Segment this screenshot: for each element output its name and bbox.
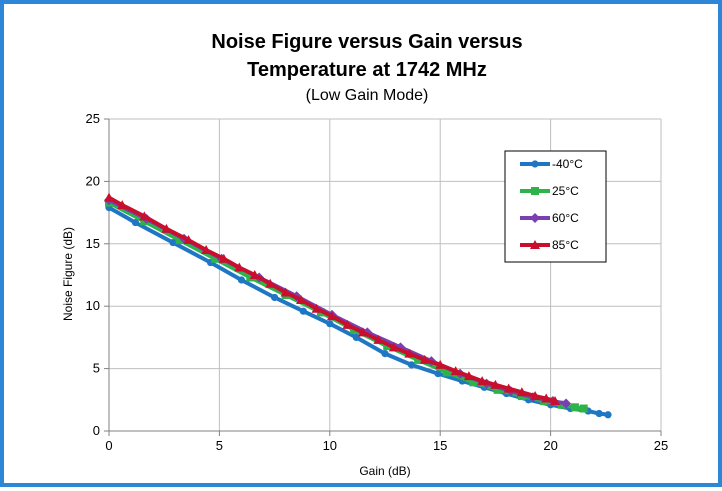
data-point (493, 385, 502, 394)
x-tick-label: 0 (105, 438, 112, 453)
data-point (246, 273, 255, 282)
data-point (434, 369, 442, 378)
data-point (237, 276, 246, 284)
tick-labels: 0 5 10 15 20 25 0 5 10 15 20 25 (86, 111, 669, 453)
y-axis-label: Noise Figure (dB) (61, 227, 75, 321)
legend: -40°C 25°C 60°C 85°C (504, 150, 607, 263)
data-point (388, 342, 399, 352)
y-tick-label: 20 (86, 173, 100, 188)
legend-marker (530, 240, 540, 249)
data-point (469, 378, 478, 387)
data-point (557, 400, 566, 409)
x-tick-label: 5 (216, 438, 223, 453)
noise-figure-chart: Noise Figure versus Gain versus Temperat… (61, 31, 669, 478)
y-tick-label: 0 (93, 423, 100, 438)
series-lines (104, 192, 612, 419)
data-point (357, 327, 368, 337)
legend-label: 60°C (552, 211, 579, 225)
data-point (414, 355, 423, 364)
data-point (550, 396, 561, 406)
data-point (595, 409, 603, 418)
data-point (311, 303, 322, 313)
data-point (570, 403, 579, 412)
legend-marker (531, 187, 539, 195)
chart-title-line-2: Temperature at 1742 MHz (247, 59, 487, 81)
y-tick-label: 15 (86, 236, 100, 251)
series-3 (104, 192, 561, 406)
y-tick-label: 25 (86, 111, 100, 126)
data-point (463, 371, 474, 381)
series-2 (104, 195, 572, 409)
x-tick-label: 25 (654, 438, 668, 453)
data-point (435, 359, 446, 369)
data-point (604, 411, 612, 419)
legend-marker (530, 213, 540, 223)
data-point (201, 245, 212, 255)
data-point (404, 348, 415, 358)
data-point (419, 354, 430, 364)
data-point (249, 270, 260, 279)
data-point (234, 262, 245, 272)
data-point (407, 361, 416, 369)
chart-title-line-1: Noise Figure versus Gain versus (211, 31, 522, 53)
legend-label: 85°C (552, 238, 579, 252)
data-point (218, 253, 229, 263)
x-tick-label: 10 (323, 438, 337, 453)
y-tick-label: 5 (93, 361, 100, 376)
data-point (117, 200, 128, 210)
legend-marker (531, 160, 539, 168)
legend-label: 25°C (552, 184, 579, 198)
data-point (327, 311, 338, 321)
data-point (442, 368, 451, 377)
y-tick-label: 10 (86, 298, 100, 313)
data-point (299, 307, 307, 315)
data-point (352, 333, 360, 341)
x-axis-label: Gain (dB) (359, 464, 410, 478)
data-point (169, 238, 177, 247)
data-point (326, 320, 334, 328)
data-point (175, 236, 184, 245)
data-point (265, 278, 276, 288)
x-tick-label: 15 (433, 438, 447, 453)
data-point (381, 350, 389, 358)
data-point (131, 218, 140, 227)
x-tick-label: 20 (543, 438, 557, 453)
series-line (107, 195, 558, 404)
gridlines (109, 118, 662, 431)
data-point (183, 235, 194, 245)
data-point (450, 366, 461, 376)
data-point (503, 383, 514, 393)
data-point (373, 334, 384, 344)
data-point (271, 293, 279, 302)
data-point (561, 398, 572, 409)
chart-subtitle: (Low Gain Mode) (306, 87, 429, 104)
data-point (516, 387, 527, 397)
data-point (579, 404, 588, 413)
axes (104, 118, 662, 436)
data-point (541, 393, 552, 403)
data-point (296, 294, 307, 304)
data-point (477, 376, 488, 386)
data-point (139, 211, 150, 221)
data-point (161, 223, 172, 233)
legend-label: -40°C (552, 157, 583, 171)
data-point (342, 319, 353, 329)
data-point (210, 254, 219, 263)
data-point (104, 192, 114, 202)
data-point (280, 287, 291, 297)
data-point (530, 391, 541, 401)
series-line (107, 198, 569, 406)
data-point (490, 379, 501, 389)
